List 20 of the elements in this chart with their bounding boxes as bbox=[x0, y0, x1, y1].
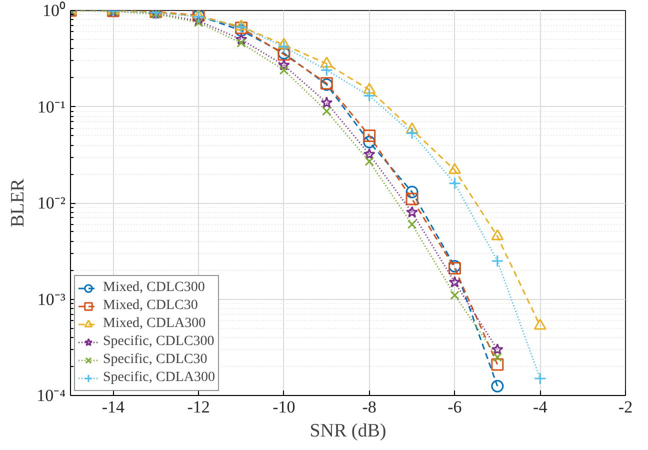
y-tick-label: 10⁻⁴ bbox=[36, 386, 66, 405]
x-axis-title: SNR (dB) bbox=[310, 420, 386, 442]
x-tick-label: -14 bbox=[102, 398, 126, 416]
x-tick-label: -12 bbox=[187, 398, 210, 416]
x-tick-label: -2 bbox=[618, 398, 633, 416]
x-tick-label: -6 bbox=[448, 398, 462, 416]
legend-label: Mixed, CDLC30 bbox=[103, 297, 198, 315]
x-tick-label: -8 bbox=[362, 398, 376, 416]
legend-label: Specific, CDLA300 bbox=[103, 369, 215, 387]
y-axis-title: BLER bbox=[8, 178, 29, 228]
y-tick-label: 10⁰ bbox=[42, 1, 66, 20]
x-tick-label: -4 bbox=[533, 398, 548, 416]
x-tick-label: -10 bbox=[272, 398, 296, 416]
y-tick-label: 10⁻² bbox=[37, 194, 66, 212]
legend-label: Specific, CDLC30 bbox=[103, 351, 208, 369]
y-tick-label: 10⁻¹ bbox=[37, 97, 66, 116]
y-tick-label: 10⁻³ bbox=[37, 290, 66, 309]
legend-label: Mixed, CDLC300 bbox=[103, 279, 205, 297]
legend-label: Specific, CDLC300 bbox=[103, 333, 214, 351]
legend-label: Mixed, CDLA300 bbox=[103, 315, 206, 333]
